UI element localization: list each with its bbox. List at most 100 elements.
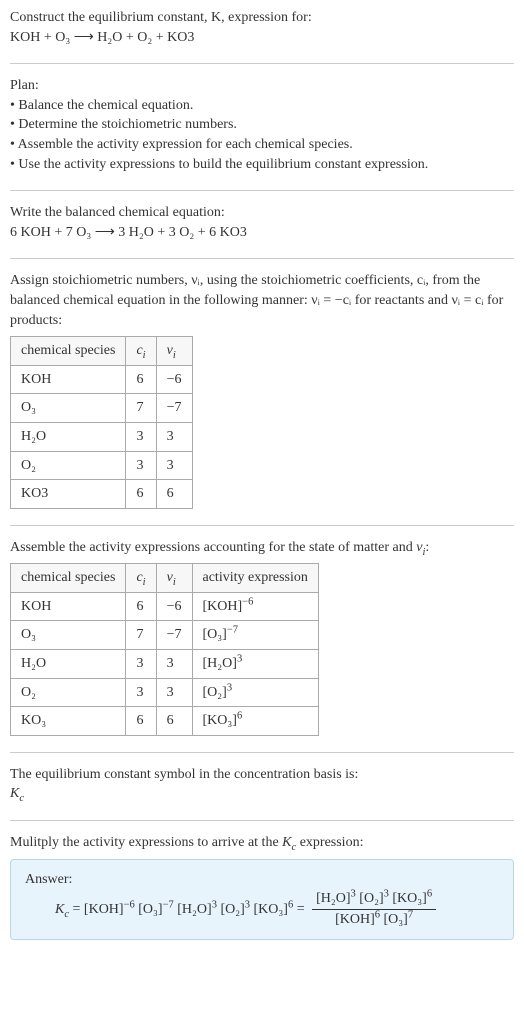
table-cell: 7: [126, 394, 156, 423]
divider: [10, 63, 514, 64]
table-cell: [KOH]−6: [192, 592, 318, 621]
term-base: [H₂O]: [177, 902, 211, 917]
table-row: KOH6 −6[KOH]−6: [11, 592, 319, 621]
table-cell: 3: [126, 422, 156, 451]
flat-term: [O₂]3: [220, 902, 253, 917]
term-base: [H₂O]: [316, 891, 350, 906]
expr-exp: 3: [237, 653, 242, 664]
assign-text: Assign stoichiometric numbers, νᵢ, using…: [10, 271, 514, 330]
table-cell: KOH: [11, 592, 126, 621]
term-base: [O₂]: [220, 902, 244, 917]
expr-base: [KOH]: [203, 599, 243, 614]
table-row: H₂O33: [11, 422, 193, 451]
table-cell: 3: [156, 451, 192, 480]
table-cell: O₃: [11, 621, 126, 650]
table-cell: 7: [126, 621, 156, 650]
term-exp: 7: [408, 909, 413, 920]
assemble-text: Assemble the activity expressions accoun…: [10, 538, 514, 558]
plan-item: • Balance the chemical equation.: [10, 96, 514, 116]
table-header: νi: [156, 564, 192, 593]
table-cell: 3: [156, 650, 192, 679]
table-cell: 6: [156, 480, 192, 509]
assemble-table: chemical species ci νi activity expressi…: [10, 563, 319, 736]
table-cell: O₃: [11, 394, 126, 423]
term-exp: 6: [288, 899, 293, 910]
divider: [10, 258, 514, 259]
answer-expression: Kc = [KOH]−6 [O₃]−7 [H₂O]3 [O₂]3 [KO₃]6 …: [25, 889, 499, 929]
balanced-title: Write the balanced chemical equation:: [10, 203, 514, 223]
table-cell: [KO₃]6: [192, 707, 318, 736]
expr-exp: 6: [237, 711, 242, 722]
answer-eq: =: [297, 902, 308, 917]
intro-equation: KOH + O₃ ⟶ H₂O + O₂ + KO3: [10, 28, 514, 48]
table-cell: −7: [156, 394, 192, 423]
term-base: [O₂]: [359, 891, 383, 906]
table-header: νi: [156, 337, 192, 366]
term-exp: −6: [124, 899, 135, 910]
divider: [10, 525, 514, 526]
symbol-line2: Kc: [10, 784, 514, 804]
expr-base: [H₂O]: [203, 656, 237, 671]
term-base: [KO₃]: [392, 891, 426, 906]
table-cell: H₂O: [11, 650, 126, 679]
expr-base: [O₃]: [203, 627, 227, 642]
table-cell: 6: [126, 480, 156, 509]
term-base: [O₃]: [384, 912, 408, 927]
divider: [10, 820, 514, 821]
table-row: O₃7−7: [11, 394, 193, 423]
plan-title: Plan:: [10, 76, 514, 96]
table-header-row: chemical species ci νi activity expressi…: [11, 564, 319, 593]
multiply-text: Mulitply the activity expressions to arr…: [10, 833, 514, 853]
table-row: H₂O33[H₂O]3: [11, 650, 319, 679]
table-cell: 6: [126, 592, 156, 621]
table-row: O₃7−7[O₃]−7: [11, 621, 319, 650]
table-header-row: chemical species ci νi: [11, 337, 193, 366]
term-exp: 3: [351, 889, 356, 900]
table-cell: 3: [126, 650, 156, 679]
table-header: chemical species: [11, 337, 126, 366]
term-base: [O₃]: [138, 902, 162, 917]
term-exp: −7: [163, 899, 174, 910]
term-exp: 3: [384, 889, 389, 900]
intro-line1: Construct the equilibrium constant, K, e…: [10, 8, 514, 28]
expr-base: [KO₃]: [203, 713, 237, 728]
table-row: KO₃ 6 6[KO₃]6: [11, 707, 319, 736]
term-exp: 3: [245, 899, 250, 910]
answer-box: Answer: Kc = [KOH]−6 [O₃]−7 [H₂O]3 [O₂]3…: [10, 859, 514, 941]
table-header: ci: [126, 564, 156, 593]
expr-exp: −6: [242, 596, 253, 607]
answer-lhs: Kc =: [55, 902, 84, 917]
assign-section: Assign stoichiometric numbers, νᵢ, using…: [10, 271, 514, 508]
answer-fraction: [H₂O]3 [O₂]3 [KO₃]6 [KOH]6 [O₃]7: [312, 889, 436, 929]
symbol-line1: The equilibrium constant symbol in the c…: [10, 765, 514, 785]
assign-table: chemical species ci νi KOH6−6 O₃7−7 H₂O3…: [10, 336, 193, 509]
balanced-equation: 6 KOH + 7 O₃ ⟶ 3 H₂O + 3 O₂ + 6 KO3: [10, 223, 514, 243]
flat-term: [H₂O]3: [177, 902, 220, 917]
plan-item: • Use the activity expressions to build …: [10, 155, 514, 175]
plan-section: Plan: • Balance the chemical equation. •…: [10, 76, 514, 174]
flat-term: [KO₃]6: [254, 902, 294, 917]
table-cell: 3: [156, 422, 192, 451]
table-cell: KOH: [11, 365, 126, 394]
table-cell: O₂: [11, 678, 126, 707]
flat-term: [O₃]−7: [138, 902, 177, 917]
table-header: activity expression: [192, 564, 318, 593]
table-header: chemical species: [11, 564, 126, 593]
table-row: KOH6−6: [11, 365, 193, 394]
term-base: [KOH]: [84, 902, 124, 917]
table-cell: KO₃: [11, 707, 126, 736]
term-exp: 3: [212, 899, 217, 910]
table-cell: 6: [156, 707, 192, 736]
expr-exp: −7: [227, 625, 238, 636]
table-cell: 3: [156, 678, 192, 707]
table-row: O₂33[O₂]3: [11, 678, 319, 707]
table-cell: [H₂O]3: [192, 650, 318, 679]
balanced-section: Write the balanced chemical equation: 6 …: [10, 203, 514, 242]
assemble-section: Assemble the activity expressions accoun…: [10, 538, 514, 736]
answer-label: Answer:: [25, 870, 499, 890]
divider: [10, 190, 514, 191]
table-cell: KO3: [11, 480, 126, 509]
term-base: [KO₃]: [254, 902, 288, 917]
term-exp: 6: [375, 909, 380, 920]
fraction-numerator: [H₂O]3 [O₂]3 [KO₃]6: [312, 889, 436, 910]
